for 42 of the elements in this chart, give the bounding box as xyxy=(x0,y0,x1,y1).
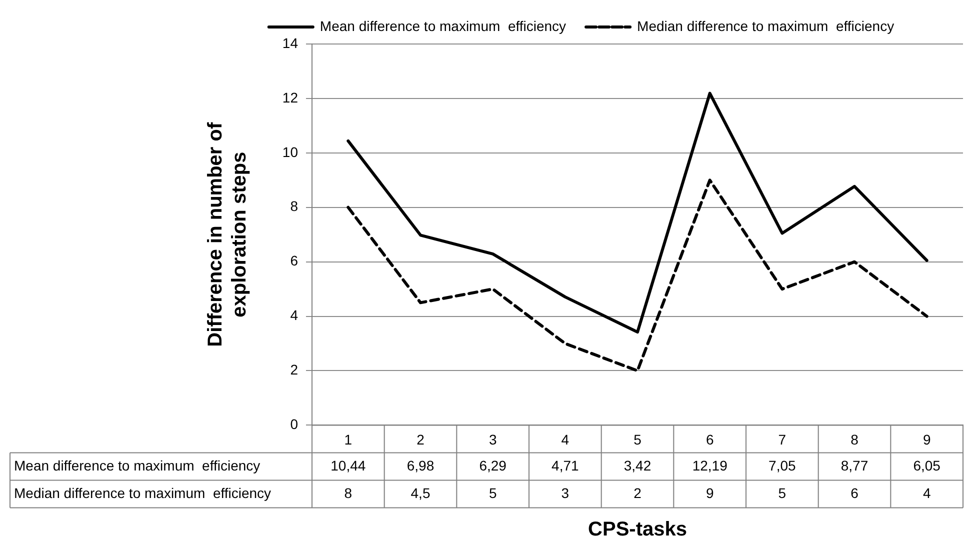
x-tick-label: 6 xyxy=(706,431,714,448)
x-tick-label: 7 xyxy=(778,431,786,448)
data-label: 2 xyxy=(634,484,642,501)
line-series xyxy=(346,178,928,372)
y-tick-label: 8 xyxy=(290,198,298,214)
x-tick-label: 9 xyxy=(922,431,931,448)
data-label: 9 xyxy=(706,484,714,501)
text: Median difference to maximum efficiency xyxy=(14,484,272,501)
x-tick-label: 5 xyxy=(634,431,642,448)
y-tick-label: 6 xyxy=(290,252,298,269)
legend-label: Mean difference to maximum efficiency xyxy=(320,18,566,34)
data-label: 5 xyxy=(778,484,786,501)
x-tick-label: 1 xyxy=(344,431,352,448)
data-label: 4 xyxy=(922,484,931,501)
legend-label: Median difference to maximum efficiency xyxy=(637,18,894,34)
data-label: 6 xyxy=(850,484,859,501)
text: Mean difference to maximum efficiency xyxy=(14,457,260,474)
x-tick-label: 3 xyxy=(488,431,497,448)
y-tick-label: 0 xyxy=(290,416,298,432)
y-tick-label: 14 xyxy=(282,34,298,51)
data-label: 8 xyxy=(344,484,352,501)
y-tick-label: 12 xyxy=(282,89,298,106)
data-label: 4,71 xyxy=(552,457,580,474)
x-tick-label: 2 xyxy=(416,431,425,448)
data-label: 10,44 xyxy=(330,457,366,474)
data-label: 6,98 xyxy=(406,457,434,474)
x-tick-label: 8 xyxy=(850,431,859,448)
data-label: 6,05 xyxy=(913,457,941,474)
y-tick-label: 2 xyxy=(290,362,298,378)
data-label: 8,77 xyxy=(840,457,868,474)
data-label: 6,29 xyxy=(479,457,507,474)
data-label: 12,19 xyxy=(692,457,728,474)
data-label: 5 xyxy=(488,484,497,501)
x-axis-title: CPS-tasks xyxy=(588,518,687,541)
x-tick-label: 4 xyxy=(561,431,570,448)
y-axis-title: Difference in number of exploration steps xyxy=(204,122,251,347)
data-label: 3,42 xyxy=(624,457,652,474)
y-tick-label: 4 xyxy=(290,307,298,324)
data-label: 7,05 xyxy=(768,457,796,474)
data-label: 3 xyxy=(561,484,570,501)
y-tick-label: 10 xyxy=(282,144,298,160)
data-label: 4,5 xyxy=(410,484,430,501)
